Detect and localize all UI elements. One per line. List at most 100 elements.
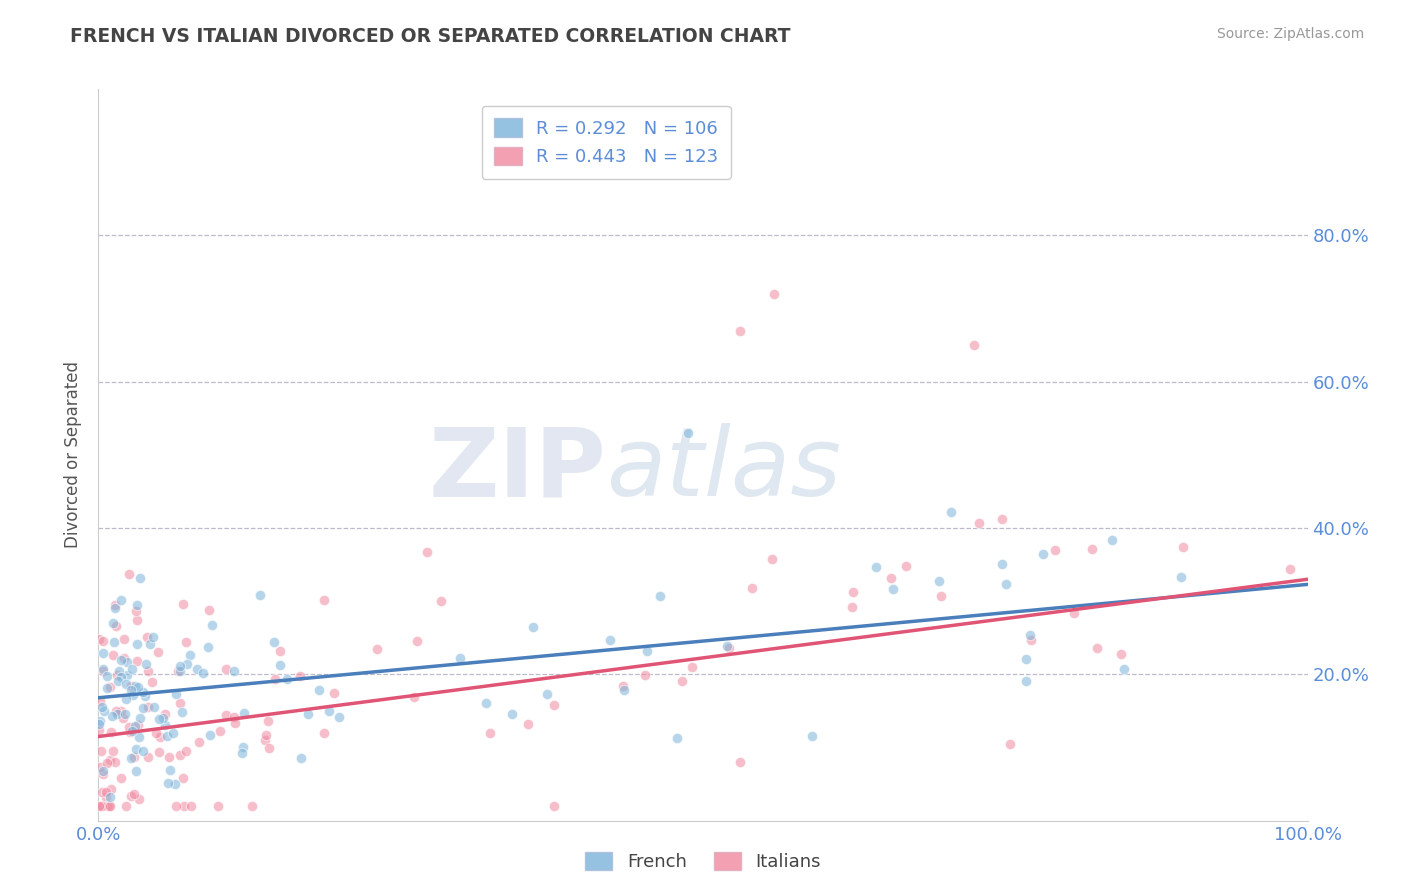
Point bbox=[172, 597, 194, 611]
Point bbox=[314, 593, 336, 607]
Point bbox=[132, 701, 155, 715]
Point bbox=[124, 742, 146, 756]
Point bbox=[101, 709, 124, 723]
Point bbox=[136, 630, 159, 644]
Point bbox=[612, 679, 634, 693]
Point bbox=[254, 728, 277, 742]
Point bbox=[475, 696, 498, 710]
Point bbox=[100, 724, 122, 739]
Point bbox=[142, 630, 165, 644]
Point bbox=[125, 598, 148, 612]
Point bbox=[115, 799, 138, 814]
Point bbox=[880, 571, 903, 585]
Point bbox=[125, 604, 148, 618]
Point bbox=[1114, 662, 1136, 676]
Point bbox=[124, 719, 146, 733]
Point bbox=[110, 670, 132, 684]
Point bbox=[132, 685, 155, 699]
Point bbox=[290, 751, 312, 765]
Point bbox=[101, 616, 124, 631]
Point bbox=[1170, 569, 1192, 583]
Point bbox=[1279, 562, 1302, 576]
Point bbox=[89, 714, 111, 728]
Point bbox=[153, 706, 176, 721]
Point bbox=[91, 799, 114, 814]
Text: Source: ZipAtlas.com: Source: ZipAtlas.com bbox=[1216, 27, 1364, 41]
Point bbox=[104, 755, 127, 769]
Point bbox=[124, 679, 146, 693]
Point bbox=[162, 726, 184, 740]
Point bbox=[634, 668, 657, 682]
Point bbox=[149, 730, 172, 744]
Point bbox=[127, 717, 149, 731]
Point bbox=[87, 723, 110, 738]
Point bbox=[135, 657, 157, 672]
Point bbox=[259, 740, 281, 755]
Point bbox=[91, 785, 114, 799]
Point bbox=[101, 648, 124, 662]
Point bbox=[91, 662, 114, 676]
Point bbox=[1015, 673, 1038, 688]
Point bbox=[288, 668, 311, 682]
Point bbox=[120, 789, 142, 804]
Point bbox=[406, 633, 429, 648]
Point bbox=[94, 790, 117, 805]
Point bbox=[138, 665, 160, 679]
Point bbox=[98, 799, 121, 814]
Point bbox=[941, 505, 963, 519]
Point bbox=[156, 729, 179, 743]
Point bbox=[120, 683, 142, 698]
Point bbox=[991, 512, 1014, 526]
Point bbox=[104, 601, 127, 615]
Point bbox=[105, 706, 128, 721]
Point bbox=[180, 799, 202, 814]
Point bbox=[121, 662, 143, 676]
Point bbox=[112, 651, 135, 665]
Point bbox=[146, 645, 169, 659]
Point bbox=[159, 750, 181, 764]
Point bbox=[963, 338, 986, 352]
Point bbox=[215, 707, 238, 722]
Point bbox=[91, 646, 114, 660]
Point bbox=[991, 557, 1014, 571]
Point bbox=[994, 577, 1017, 591]
Point bbox=[93, 664, 115, 678]
Point bbox=[124, 787, 146, 801]
Point bbox=[172, 771, 194, 785]
Text: ZIP: ZIP bbox=[429, 423, 606, 516]
Point bbox=[107, 674, 129, 689]
Point bbox=[676, 425, 699, 440]
Point bbox=[896, 559, 918, 574]
Point bbox=[118, 720, 141, 734]
Point bbox=[129, 711, 152, 725]
Point bbox=[128, 731, 150, 745]
Point bbox=[120, 751, 142, 765]
Point bbox=[167, 665, 190, 679]
Point bbox=[269, 644, 291, 658]
Point bbox=[665, 731, 688, 746]
Point bbox=[967, 516, 990, 530]
Point bbox=[124, 749, 146, 764]
Point bbox=[115, 677, 138, 691]
Point bbox=[842, 585, 865, 599]
Point bbox=[90, 700, 112, 714]
Point bbox=[761, 551, 783, 566]
Point bbox=[232, 740, 254, 755]
Point bbox=[169, 748, 191, 763]
Point bbox=[197, 640, 219, 655]
Point bbox=[728, 755, 751, 769]
Point bbox=[105, 668, 128, 682]
Point bbox=[1171, 540, 1194, 554]
Point bbox=[104, 704, 127, 718]
Point bbox=[114, 706, 136, 721]
Point bbox=[928, 574, 950, 589]
Point bbox=[100, 782, 122, 797]
Point bbox=[104, 619, 127, 633]
Point bbox=[142, 700, 165, 714]
Point bbox=[263, 672, 285, 686]
Point bbox=[366, 641, 388, 656]
Point bbox=[187, 734, 209, 748]
Point bbox=[308, 683, 330, 698]
Point bbox=[87, 717, 110, 731]
Point bbox=[1043, 543, 1066, 558]
